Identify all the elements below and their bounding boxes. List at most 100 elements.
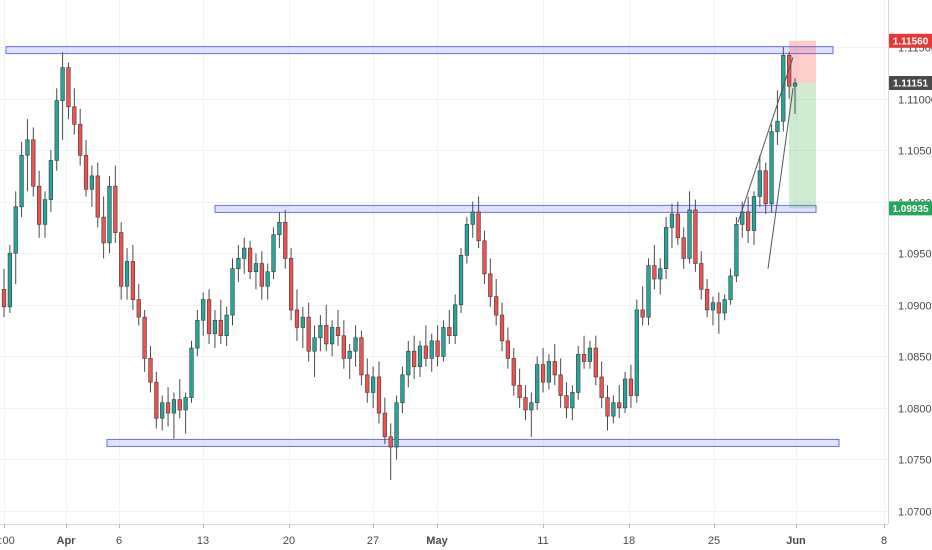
candle-body	[617, 402, 622, 409]
candle	[60, 52, 65, 140]
price-tick-label: 1.07500	[898, 455, 932, 467]
candle-body	[130, 261, 136, 300]
candle-body	[558, 374, 563, 396]
candle-body	[136, 299, 141, 318]
wedge-lower-trendline[interactable]	[767, 88, 794, 269]
candle	[347, 343, 352, 380]
candle-body	[341, 335, 346, 359]
candle	[640, 286, 645, 326]
candle-body	[751, 196, 757, 231]
candle	[517, 368, 522, 408]
candle	[781, 47, 786, 132]
candle-body	[277, 221, 282, 235]
candle-body	[704, 289, 710, 311]
candle-body	[224, 314, 229, 337]
price-tag	[889, 75, 932, 90]
candle	[523, 385, 528, 421]
candle-body	[494, 296, 499, 316]
candle	[376, 361, 382, 424]
candle	[242, 237, 247, 274]
candle-body	[499, 314, 505, 342]
price-tick-label: 1.08000	[898, 404, 932, 416]
candle-body	[423, 345, 428, 359]
candle	[505, 327, 511, 369]
candle-body	[335, 327, 341, 337]
candle	[66, 62, 71, 120]
stop-loss-zone[interactable]	[789, 40, 816, 83]
time-tick-label: Apr	[57, 535, 77, 547]
candle	[7, 244, 12, 314]
candle-body	[195, 319, 200, 349]
candle	[669, 203, 675, 249]
candle-body	[31, 139, 36, 187]
candle	[529, 392, 534, 437]
price-tick-label: 1.09500	[898, 249, 932, 261]
candle-body	[722, 299, 727, 314]
candle	[265, 263, 270, 300]
candle-body	[669, 213, 675, 228]
candle-body	[72, 106, 77, 125]
candle	[587, 340, 593, 369]
candle	[622, 371, 628, 414]
candle-body	[177, 399, 182, 411]
resistance-top-zone[interactable]	[5, 46, 834, 55]
candle	[740, 201, 745, 238]
candle	[247, 240, 253, 279]
take-profit-zone[interactable]	[789, 82, 816, 209]
candle-body	[763, 170, 768, 205]
candle-body	[787, 54, 792, 87]
candle	[83, 139, 89, 197]
candle-body	[599, 376, 604, 398]
candle-body	[517, 384, 522, 398]
candle	[535, 356, 540, 410]
candle	[593, 335, 598, 386]
candle	[581, 335, 587, 369]
candle-body	[60, 67, 65, 101]
candle	[365, 358, 370, 403]
candle-body	[312, 337, 317, 352]
candle-body	[728, 275, 733, 300]
candle	[552, 343, 557, 386]
candle-body	[101, 216, 106, 244]
candle-body	[206, 299, 212, 334]
wedge-upper-trendline[interactable]	[737, 57, 794, 223]
candle-body	[746, 211, 751, 231]
candle-body	[552, 361, 557, 376]
candle-body	[611, 402, 616, 417]
candle	[429, 333, 434, 372]
candle-body	[294, 309, 300, 328]
candle-body	[488, 273, 493, 297]
candle	[201, 292, 206, 336]
candle-body	[83, 154, 89, 190]
candle-body	[382, 412, 387, 438]
candle	[253, 253, 259, 290]
time-tick-label: 25	[708, 535, 720, 547]
candle-body	[376, 376, 382, 414]
candle	[751, 191, 757, 245]
support-bottom-zone[interactable]	[106, 438, 840, 447]
trendlines[interactable]	[737, 57, 794, 269]
candle-body	[546, 361, 552, 383]
candle	[423, 325, 428, 367]
candle	[617, 385, 622, 419]
price-axis[interactable]: 1.115001.110001.105001.100001.095001.090…	[898, 43, 932, 519]
resistance-mid-zone[interactable]	[214, 204, 817, 213]
time-axis[interactable]: 3:00 Apr 6 13 20 27 May 11 18 25 Jun 8	[0, 524, 887, 547]
position-tool[interactable]	[789, 40, 816, 209]
candle-body	[658, 268, 663, 280]
candle	[388, 423, 393, 481]
candle	[458, 248, 464, 314]
time-tick-label: 8	[881, 535, 887, 547]
candle-body	[406, 350, 411, 376]
price-tag-label: 1.09935	[892, 204, 929, 215]
candle	[300, 306, 305, 349]
candle-body	[699, 263, 704, 290]
candle	[675, 201, 680, 245]
candle-body	[13, 206, 18, 254]
candle	[306, 302, 311, 362]
candle	[599, 361, 604, 408]
candle	[353, 325, 358, 367]
candle-body	[775, 120, 780, 132]
